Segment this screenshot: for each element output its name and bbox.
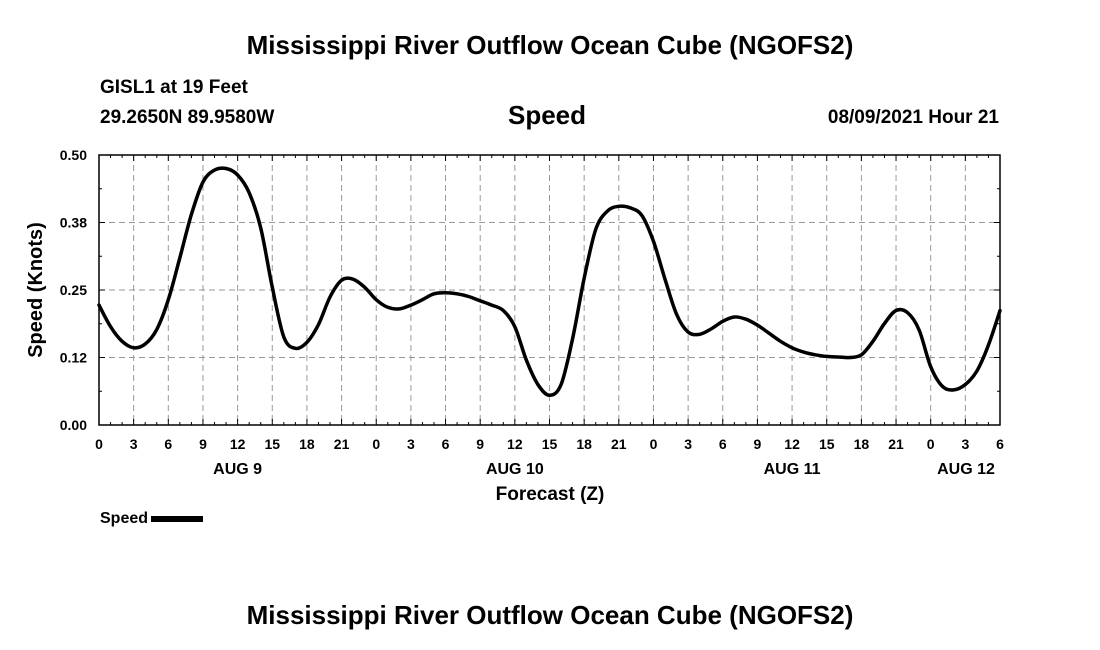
date-label: AUG 11 [764,461,821,478]
y-tick-label: 0.38 [60,215,87,231]
date-label: AUG 9 [213,461,262,478]
y-tick-label: 0.50 [60,147,87,163]
x-tick-label: 12 [784,436,800,452]
station-label: GISL1 at 19 Feet [100,77,248,98]
variable-title: Speed [508,100,587,130]
x-tick-label: 18 [576,436,592,452]
chart-footer-title: Mississippi River Outflow Ocean Cube (NG… [246,600,854,630]
x-tick-label: 6 [164,436,172,452]
x-tick-label: 0 [650,436,658,452]
x-tick-label: 3 [684,436,692,452]
x-tick-label: 21 [334,436,350,452]
forecast-datetime: 08/09/2021 Hour 21 [827,107,999,128]
speed-series-line [97,166,1002,398]
legend-line-swatch [151,515,204,522]
x-tick-label: 0 [927,436,935,452]
x-axis-label: Forecast (Z) [496,484,605,505]
x-tick-label: 3 [407,436,415,452]
x-tick-label: 12 [230,436,246,452]
x-tick-label: 15 [264,436,280,452]
x-tick-label: 0 [95,436,103,452]
x-tick-label: 6 [996,436,1004,452]
x-tick-label: 9 [754,436,762,452]
x-tick-label: 9 [199,436,207,452]
x-tick-label: 12 [507,436,523,452]
y-tick-label: 0.12 [60,350,87,366]
station-coordinates: 29.2650N 89.9580W [100,107,275,128]
date-label: AUG 10 [486,461,544,478]
legend-label: Speed [100,510,149,527]
date-label: AUG 12 [937,461,995,478]
x-tick-label: 15 [542,436,558,452]
x-tick-label: 15 [819,436,835,452]
x-tick-label: 6 [442,436,450,452]
x-tick-label: 21 [888,436,904,452]
x-tick-label: 18 [299,436,315,452]
x-tick-label: 3 [130,436,138,452]
x-tick-label: 0 [372,436,380,452]
x-tick-label: 21 [611,436,627,452]
x-tick-label: 3 [961,436,969,452]
legend: Speed [100,510,204,528]
y-tick-label: 0.00 [60,417,87,433]
y-tick-label: 0.25 [60,282,87,298]
x-tick-label: 18 [854,436,870,452]
x-tick-label: 9 [476,436,484,452]
y-axis-label: Speed (Knots) [25,222,47,358]
x-tick-label: 6 [719,436,727,452]
chart-main-title: Mississippi River Outflow Ocean Cube (NG… [246,30,854,60]
